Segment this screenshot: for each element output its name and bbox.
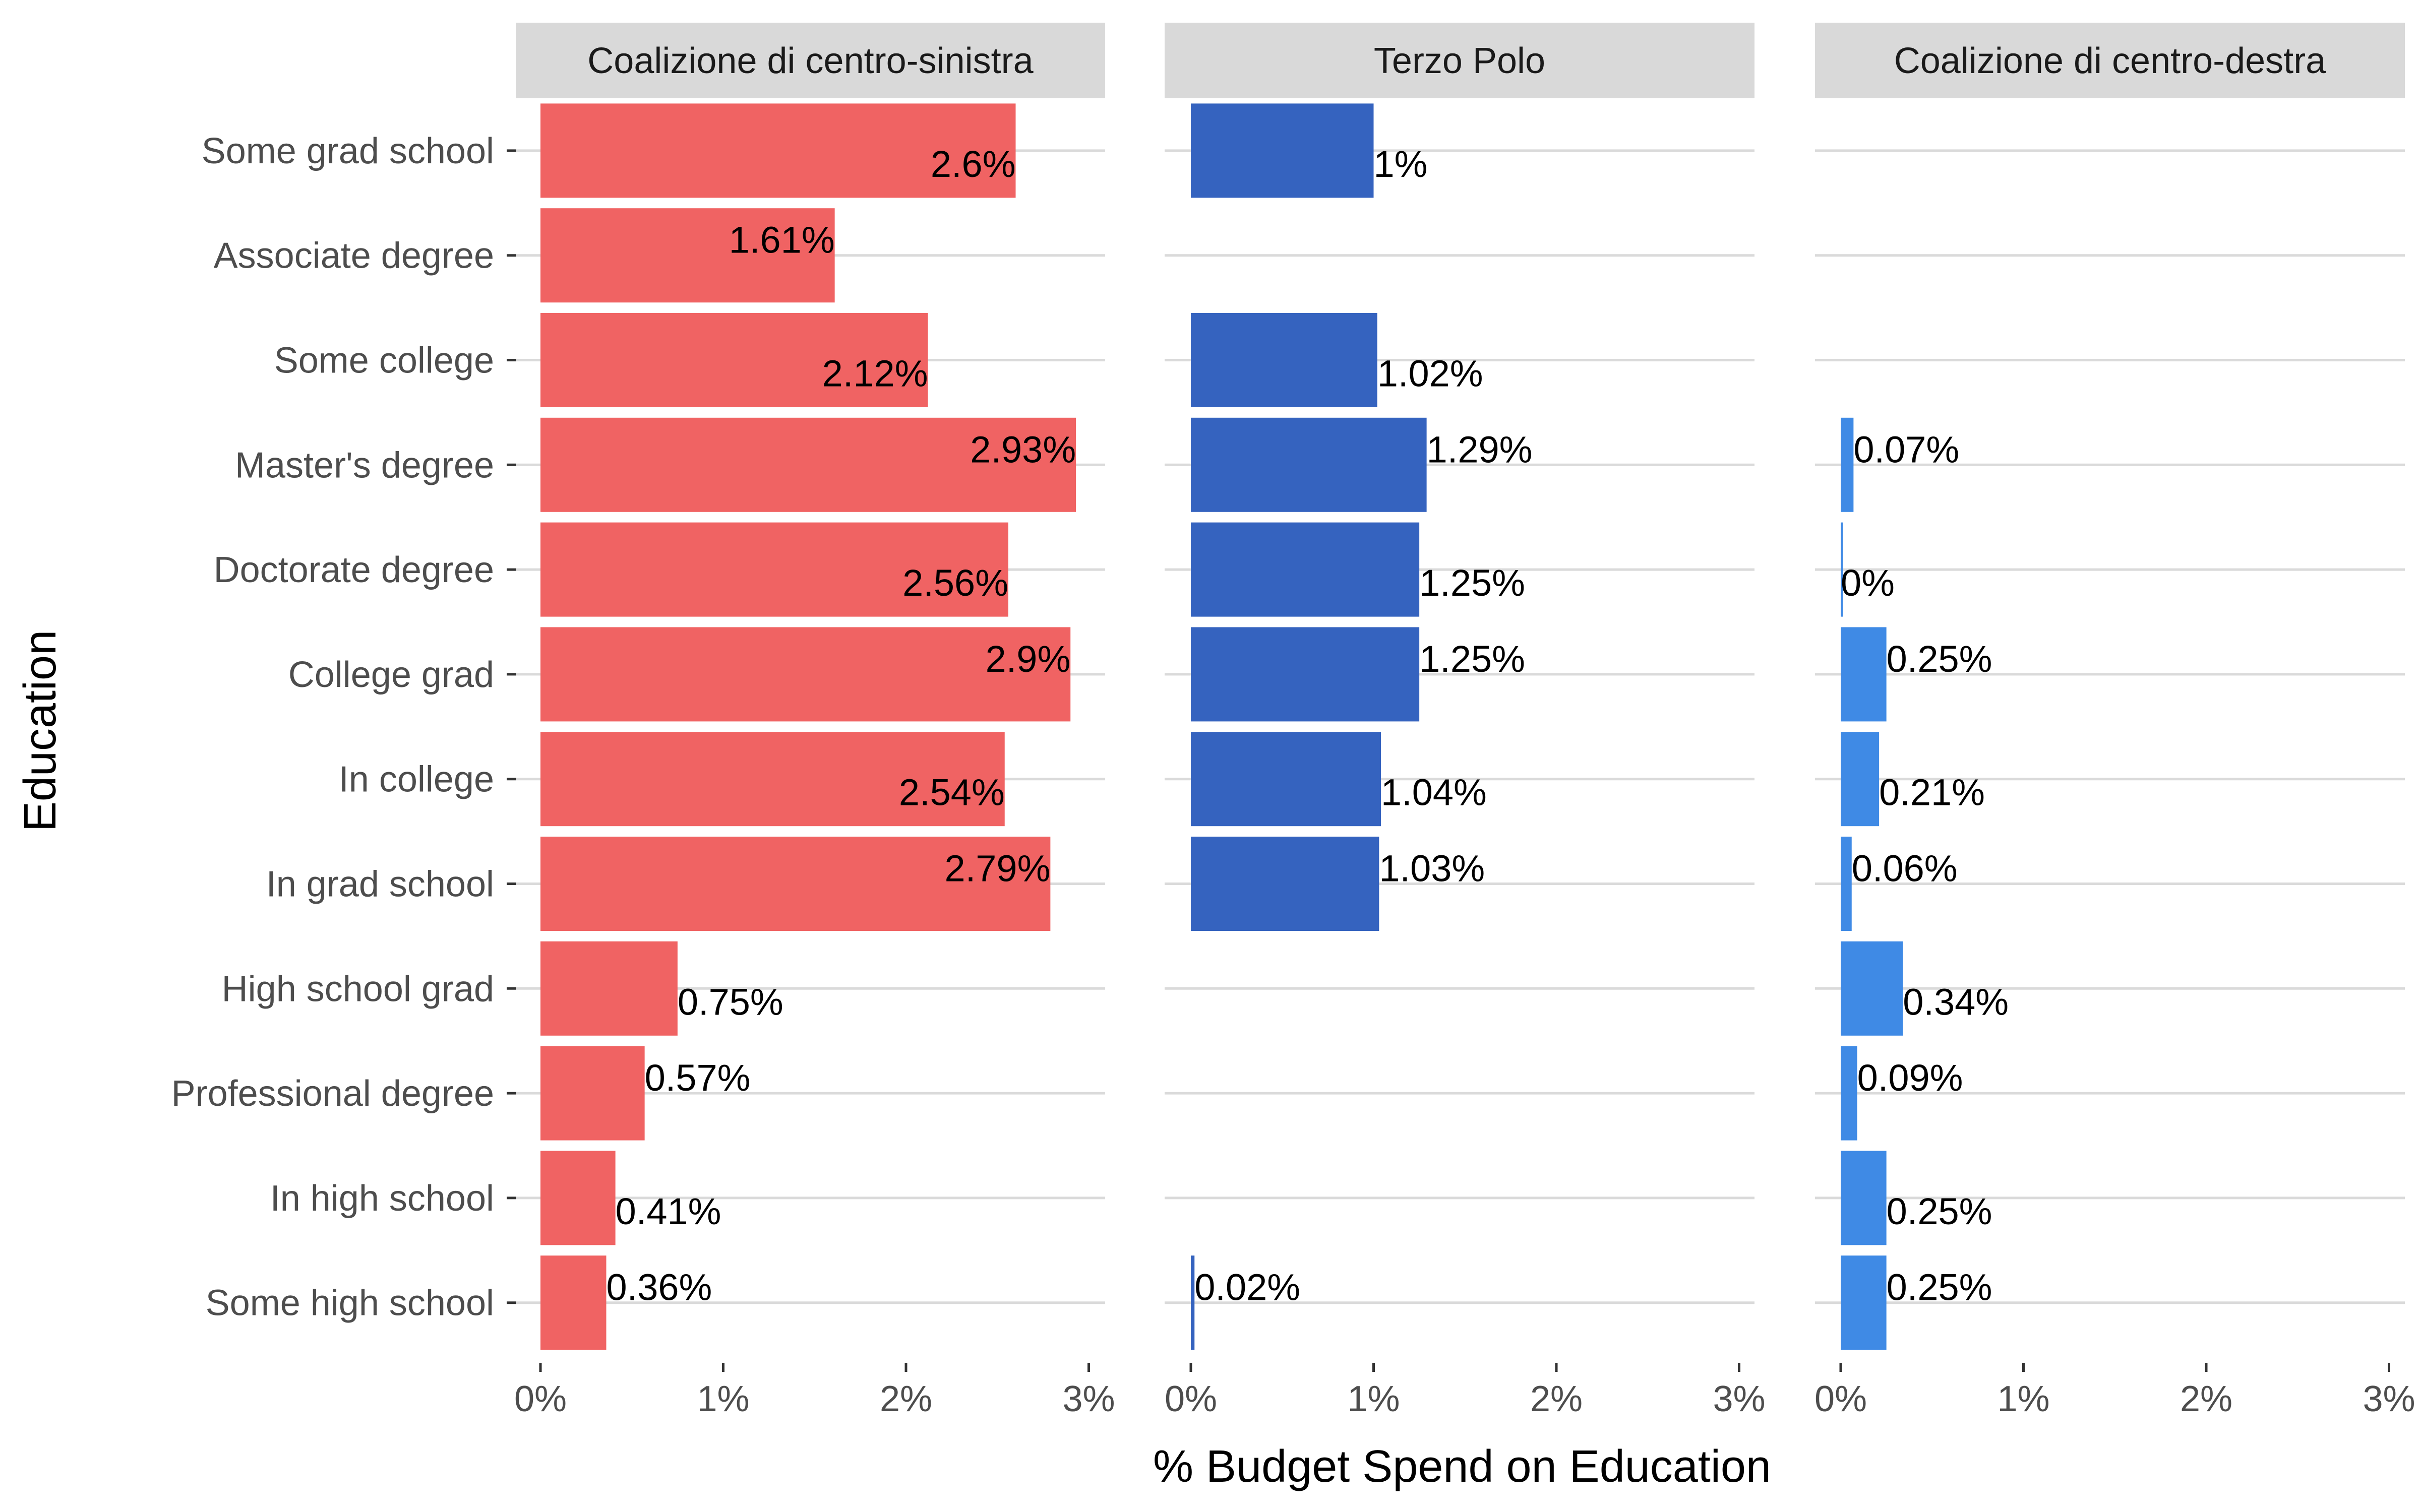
bar-coalizione-di-centro-sinistra-some-college xyxy=(540,313,928,407)
data-label-coalizione-di-centro-sinistra-professional-degree: 0.57% xyxy=(645,1057,751,1099)
data-label-coalizione-di-centro-destra-in-grad-school: 0.06% xyxy=(1852,848,1958,890)
bar-coalizione-di-centro-destra-professional-degree xyxy=(1841,1046,1857,1141)
x-tick-label: 0% xyxy=(514,1379,567,1419)
data-label-coalizione-di-centro-sinistra-master-s-degree: 2.93% xyxy=(970,428,1076,470)
bar-coalizione-di-centro-sinistra-in-high-school xyxy=(540,1151,616,1245)
bar-terzo-polo-some-high-school xyxy=(1191,1255,1195,1350)
bar-coalizione-di-centro-destra-college-grad xyxy=(1841,627,1887,722)
x-tick-label: 2% xyxy=(880,1379,932,1419)
data-label-terzo-polo-some-grad-school: 1% xyxy=(1374,143,1428,185)
data-label-coalizione-di-centro-destra-master-s-degree: 0.07% xyxy=(1853,428,1959,470)
data-label-terzo-polo-in-grad-school: 1.03% xyxy=(1379,848,1485,890)
y-tick-label-associate-degree: Associate degree xyxy=(214,236,494,276)
y-tick-label-college-grad: College grad xyxy=(288,655,494,695)
bar-coalizione-di-centro-sinistra-some-grad-school xyxy=(540,103,1016,198)
facet-strip-coalizione-di-centro-destra xyxy=(1815,23,2405,98)
x-tick-label: 3% xyxy=(1062,1379,1115,1419)
data-label-coalizione-di-centro-destra-in-college: 0.21% xyxy=(1879,772,1985,813)
y-tick-label-master-s-degree: Master's degree xyxy=(235,445,494,485)
data-label-terzo-polo-some-college: 1.02% xyxy=(1377,353,1483,395)
facet-strips: Coalizione di centro-sinistra Terzo Polo C… xyxy=(516,23,2405,98)
data-label-terzo-polo-doctorate-degree: 1.25% xyxy=(1419,562,1525,604)
data-label-coalizione-di-centro-destra-doctorate-degree: 0% xyxy=(1841,562,1895,604)
data-label-terzo-polo-master-s-degree: 1.29% xyxy=(1427,428,1533,470)
x-tick-label: 1% xyxy=(1347,1379,1400,1419)
data-label-coalizione-di-centro-destra-college-grad: 0.25% xyxy=(1887,638,1992,680)
x-tick-label: 2% xyxy=(1530,1379,1583,1419)
data-label-coalizione-di-centro-sinistra-some-high-school: 0.36% xyxy=(607,1267,712,1308)
data-label-coalizione-di-centro-sinistra-some-college: 2.12% xyxy=(822,353,928,395)
y-tick-label-some-grad-school: Some grad school xyxy=(202,131,494,171)
bar-coalizione-di-centro-sinistra-high-school-grad xyxy=(540,941,678,1036)
x-tick-label: 0% xyxy=(1814,1379,1867,1419)
bar-coalizione-di-centro-sinistra-in-college xyxy=(540,732,1005,827)
bar-coalizione-di-centro-sinistra-some-high-school xyxy=(540,1255,607,1350)
data-label-coalizione-di-centro-destra-in-high-school: 0.25% xyxy=(1887,1190,1992,1232)
data-label-coalizione-di-centro-destra-professional-degree: 0.09% xyxy=(1857,1057,1963,1099)
facet-title-coalizione-di-centro-destra: Coalizione di centro-destra xyxy=(1894,41,2326,81)
y-tick-label-some-high-school: Some high school xyxy=(206,1283,494,1324)
bar-coalizione-di-centro-destra-doctorate-degree xyxy=(1841,522,1843,617)
facet-title-terzo-polo: Terzo Polo xyxy=(1374,41,1545,81)
bar-terzo-polo-in-grad-school xyxy=(1191,837,1379,931)
bars xyxy=(540,103,1903,1350)
bar-terzo-polo-master-s-degree xyxy=(1191,417,1427,512)
data-label-coalizione-di-centro-sinistra-doctorate-degree: 2.56% xyxy=(902,562,1008,604)
data-label-coalizione-di-centro-sinistra-in-grad-school: 2.79% xyxy=(945,848,1051,890)
bar-coalizione-di-centro-destra-high-school-grad xyxy=(1841,941,1903,1036)
bar-coalizione-di-centro-sinistra-in-grad-school xyxy=(540,837,1051,931)
x-tick-label: 3% xyxy=(1713,1379,1765,1419)
bar-coalizione-di-centro-sinistra-professional-degree xyxy=(540,1046,645,1141)
bar-coalizione-di-centro-sinistra-associate-degree xyxy=(540,208,835,303)
bar-coalizione-di-centro-sinistra-college-grad xyxy=(540,627,1071,722)
facet-title-coalizione-di-centro-sinistra: Coalizione di centro-sinistra xyxy=(587,41,1034,81)
data-label-coalizione-di-centro-sinistra-some-grad-school: 2.6% xyxy=(931,143,1016,185)
data-label-terzo-polo-college-grad: 1.25% xyxy=(1419,638,1525,680)
y-tick-label-doctorate-degree: Doctorate degree xyxy=(214,550,494,590)
x-tick-label: 1% xyxy=(697,1379,749,1419)
y-tick-label-in-high-school: In high school xyxy=(270,1178,494,1219)
data-label-terzo-polo-in-college: 1.04% xyxy=(1381,772,1487,813)
data-label-coalizione-di-centro-sinistra-college-grad: 2.9% xyxy=(986,638,1071,680)
data-label-coalizione-di-centro-sinistra-in-college: 2.54% xyxy=(899,772,1005,813)
bar-coalizione-di-centro-sinistra-doctorate-degree xyxy=(540,522,1008,617)
data-labels: 2.6% 1.61% 2.12% 2.93% 2.56% 2.9% 2.54% 2.79% 0.… xyxy=(607,143,2009,1308)
x-tick-label: 2% xyxy=(2180,1379,2232,1419)
x-tick-label: 3% xyxy=(2363,1379,2415,1419)
x-axes: 0% 1% 2% 3% 0% 1% 2% 3% 0% 1% 2% 3% xyxy=(514,1363,2415,1419)
bar-coalizione-di-centro-destra-in-college xyxy=(1841,732,1880,827)
data-label-coalizione-di-centro-destra-some-high-school: 0.25% xyxy=(1887,1267,1992,1308)
bar-terzo-polo-some-college xyxy=(1191,313,1377,407)
bar-terzo-polo-in-college xyxy=(1191,732,1381,827)
x-tick-label: 0% xyxy=(1165,1379,1217,1419)
y-tick-label-in-college: In college xyxy=(339,760,494,800)
bar-terzo-polo-some-grad-school xyxy=(1191,103,1374,198)
facet-strip-coalizione-di-centro-sinistra xyxy=(516,23,1105,98)
y-tick-label-high-school-grad: High school grad xyxy=(222,969,494,1009)
bar-terzo-polo-college-grad xyxy=(1191,627,1420,722)
y-tick-label-professional-degree: Professional degree xyxy=(171,1074,494,1114)
y-tick-label-in-grad-school: In grad school xyxy=(266,864,494,905)
facet-strip-terzo-polo xyxy=(1165,23,1754,98)
y-tick-label-some-college: Some college xyxy=(274,341,494,381)
bar-coalizione-di-centro-destra-some-high-school xyxy=(1841,1255,1887,1350)
data-label-coalizione-di-centro-destra-high-school-grad: 0.34% xyxy=(1903,981,2009,1023)
x-tick-label: 1% xyxy=(1997,1379,2049,1419)
bar-coalizione-di-centro-destra-master-s-degree xyxy=(1841,417,1854,512)
y-axis-title: Education xyxy=(15,630,66,832)
bar-terzo-polo-doctorate-degree xyxy=(1191,522,1420,617)
bar-coalizione-di-centro-destra-in-grad-school xyxy=(1841,837,1852,931)
data-label-coalizione-di-centro-sinistra-associate-degree: 1.61% xyxy=(729,219,835,261)
data-label-coalizione-di-centro-sinistra-in-high-school: 0.41% xyxy=(616,1190,721,1232)
x-axis-title: % Budget Spend on Education xyxy=(1153,1441,1771,1492)
data-label-terzo-polo-some-high-school: 0.02% xyxy=(1194,1267,1300,1308)
bar-coalizione-di-centro-sinistra-master-s-degree xyxy=(540,417,1076,512)
data-label-coalizione-di-centro-sinistra-high-school-grad: 0.75% xyxy=(678,981,783,1023)
y-axis: Some grad school Associate degree Some col… xyxy=(171,131,516,1324)
bar-coalizione-di-centro-destra-in-high-school xyxy=(1841,1151,1887,1245)
